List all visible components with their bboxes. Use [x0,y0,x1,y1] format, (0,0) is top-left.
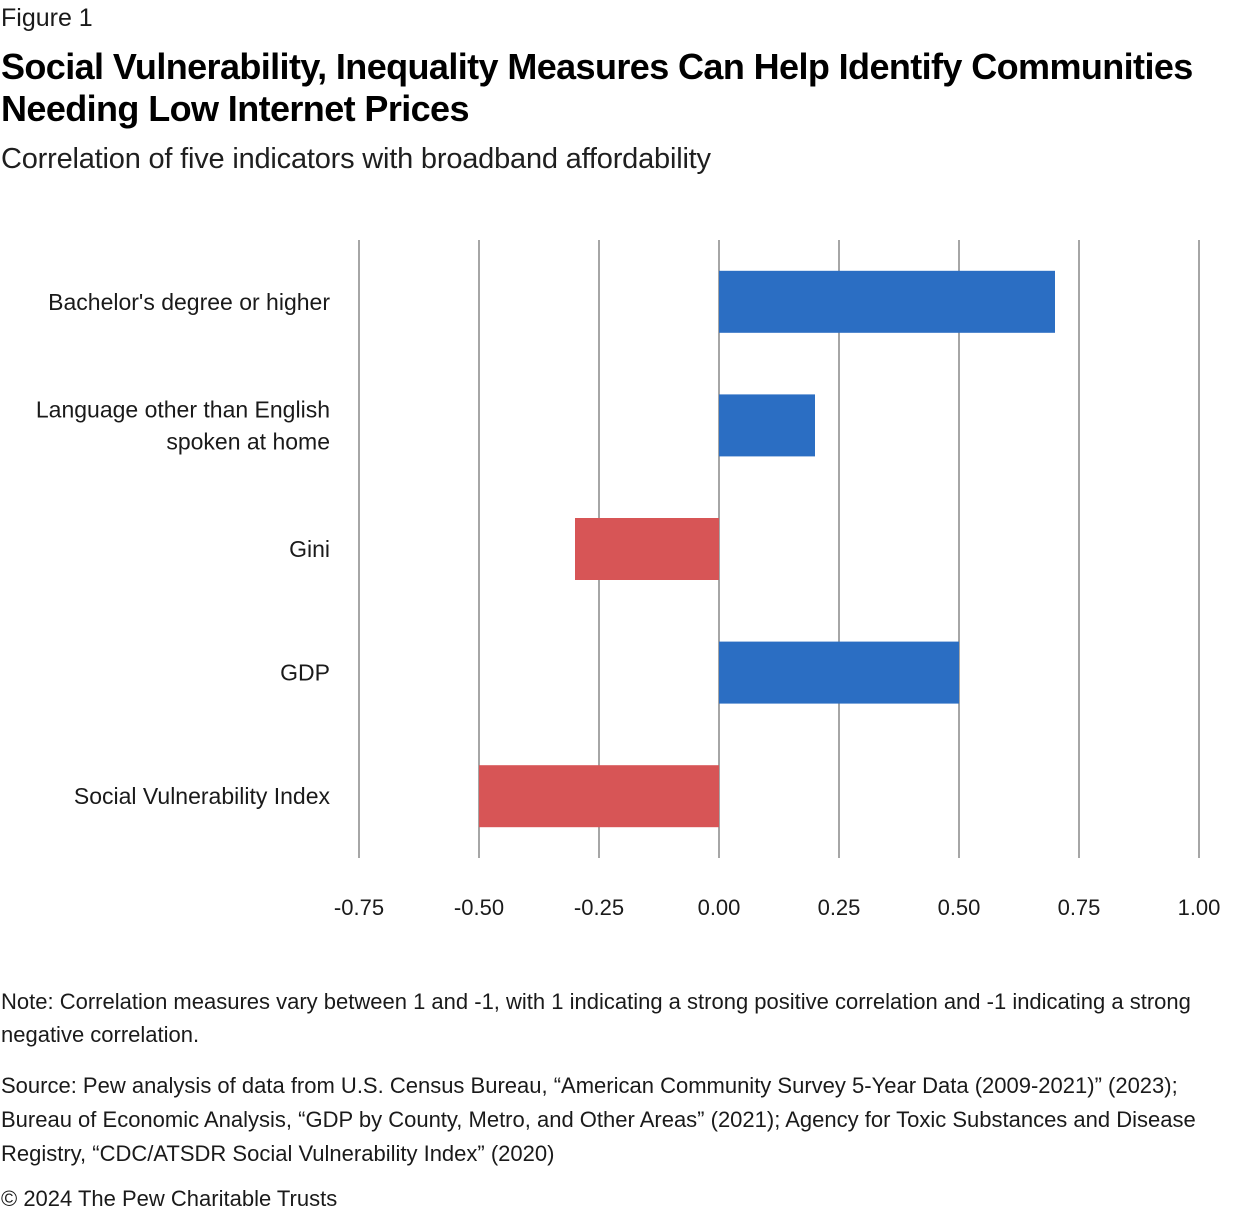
chart-subtitle: Correlation of five indicators with broa… [1,143,711,175]
chart-title: Social Vulnerability, Inequality Measure… [1,46,1193,129]
figure-label: Figure 1 [1,4,93,32]
category-label: Social Vulnerability Index [74,783,331,809]
x-axis-tick-labels: -0.75 -0.50 -0.25 0.00 0.25 0.50 0.75 1.00 [334,895,1220,920]
bar [719,394,815,457]
category-label: GDP [280,660,330,686]
bar [719,641,959,704]
chart-source: Source: Pew analysis of data from U.S. C… [1,1073,1196,1166]
bar-chart: Bachelor's degree or higher Language othe… [36,240,1220,920]
x-tick-label: -0.50 [454,895,504,920]
x-tick-label: 0.75 [1058,895,1101,920]
x-tick-label: -0.25 [574,895,624,920]
chart-note: Note: Correlation measures vary between … [1,989,1191,1047]
copyright: © 2024 The Pew Charitable Trusts [1,1186,338,1211]
x-tick-label: 0.00 [698,895,741,920]
bar [479,765,719,828]
x-tick-label: -0.75 [334,895,384,920]
bars [479,270,1055,828]
bar [719,270,1055,333]
category-label: Language other than English spoken at hom… [36,396,330,454]
x-tick-label: 0.25 [818,895,861,920]
x-tick-label: 0.50 [938,895,981,920]
category-labels: Bachelor's degree or higher Language othe… [36,289,331,809]
bar [575,518,719,580]
category-label: Bachelor's degree or higher [48,289,330,315]
x-tick-label: 1.00 [1178,895,1221,920]
category-label: Gini [289,536,330,562]
